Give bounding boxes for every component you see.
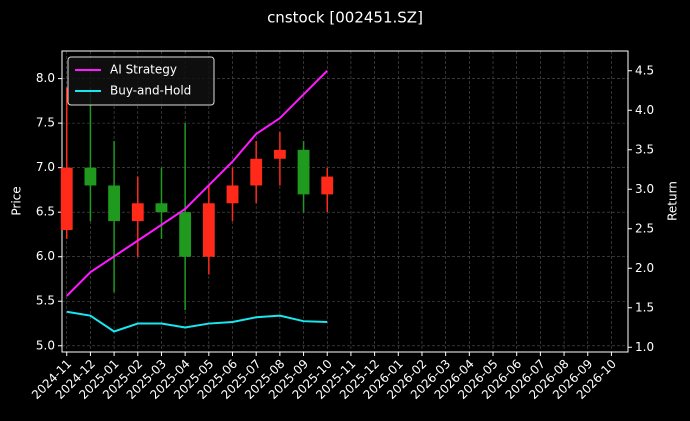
candle-body (297, 149, 310, 195)
candle-body (108, 185, 121, 222)
y-tick-label: 5.0 (36, 338, 55, 352)
y2-tick-label: 2.0 (635, 261, 654, 275)
y-tick-label: 6.5 (36, 205, 55, 219)
legend-label: AI Strategy (110, 63, 177, 77)
y2-axis-label: Return (666, 181, 680, 221)
candle-body (60, 167, 73, 230)
y2-tick-label: 3.5 (635, 142, 654, 156)
y2-tick-label: 1.5 (635, 300, 654, 314)
candle-body (155, 203, 168, 213)
chart-title: cnstock [002451.SZ] (267, 9, 423, 27)
series-line (66, 310, 328, 333)
y2-tick-label: 4.0 (635, 103, 654, 117)
y-axis-label: Price (10, 186, 24, 215)
legend-box (67, 56, 215, 106)
legend-label: Buy-and-Hold (110, 84, 191, 98)
candle-body (250, 158, 263, 186)
y2-tick-label: 1.0 (635, 340, 654, 354)
y-tick-label: 8.0 (36, 71, 55, 85)
y-tick-label: 5.5 (36, 294, 55, 308)
candle-body (84, 167, 97, 186)
y2-tick-label: 4.5 (635, 63, 654, 77)
candle-body (273, 149, 286, 159)
y-tick-label: 7.5 (36, 116, 55, 130)
y-tick-label: 6.0 (36, 249, 55, 263)
y2-tick-label: 3.0 (635, 182, 654, 196)
candle-body (226, 185, 239, 204)
candle-body (321, 176, 334, 195)
candle-body (179, 212, 192, 257)
y-tick-label: 7.0 (36, 160, 55, 174)
candle-body (131, 203, 144, 222)
series-line (66, 70, 328, 297)
y2-tick-label: 2.5 (635, 221, 654, 235)
candle-body (202, 203, 215, 257)
